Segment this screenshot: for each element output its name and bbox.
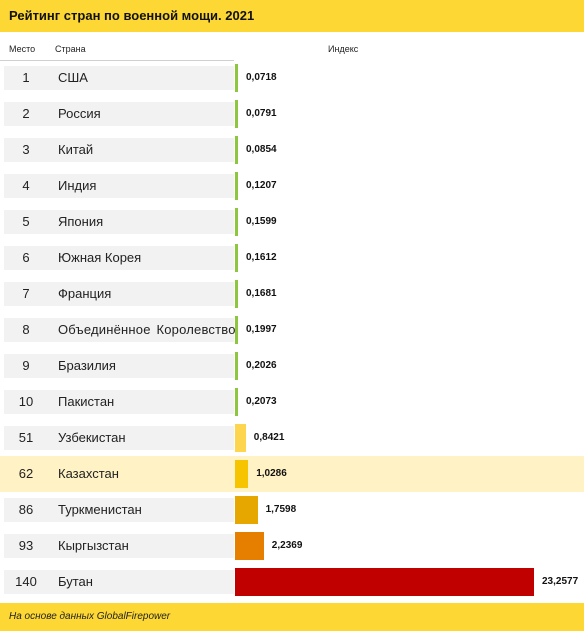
bar xyxy=(235,496,258,524)
country-cell: Пакистан xyxy=(58,394,115,409)
bar-area xyxy=(234,276,584,312)
rank-cell: 7 xyxy=(22,286,30,301)
country-cell: Кыргызстан xyxy=(58,538,129,553)
bar-area xyxy=(234,348,584,384)
rank-cell: 140 xyxy=(15,574,37,589)
data-label: 0,1681 xyxy=(246,288,277,299)
bar xyxy=(235,568,534,596)
rank-cell: 9 xyxy=(22,358,30,373)
rank-cell: 2 xyxy=(22,106,30,121)
table-header: Место Страна Индекс xyxy=(0,38,584,61)
data-label: 0,2026 xyxy=(246,360,277,371)
bar xyxy=(235,172,238,200)
bar xyxy=(235,208,238,236)
rank-cell: 10 xyxy=(18,394,34,409)
column-header-rank: Место xyxy=(9,44,36,54)
bar xyxy=(235,532,264,560)
country-cell: Бразилия xyxy=(58,358,116,373)
data-label: 0,2073 xyxy=(246,396,277,407)
bar xyxy=(235,460,249,488)
table-row: 2 Россия 0,0791 xyxy=(0,96,584,132)
bar-area xyxy=(234,240,584,276)
bar-area xyxy=(234,420,584,456)
table-row: 9 Бразилия 0,2026 xyxy=(0,348,584,384)
table-row: 93 Кыргызстан 2,2369 xyxy=(0,528,584,564)
table-row: 10 Пакистан 0,2073 xyxy=(0,384,584,420)
country-cell: Бутан xyxy=(58,574,93,589)
data-label: 23,2577 xyxy=(542,576,579,587)
bar-area xyxy=(234,168,584,204)
table-row: 6 Южная Корея 0,1612 xyxy=(0,240,584,276)
country-cell: Япония xyxy=(58,214,104,229)
data-label: 0,0718 xyxy=(246,72,277,83)
country-cell: Южная Корея xyxy=(58,250,142,265)
bar-area xyxy=(234,60,584,96)
country-cell: Франция xyxy=(58,286,112,301)
data-label: 2,2369 xyxy=(271,540,303,551)
rank-cell: 4 xyxy=(22,178,30,193)
bar-area xyxy=(234,528,584,564)
country-cell: Узбекистан xyxy=(58,430,126,445)
bar-area xyxy=(234,492,584,528)
table-row: 51 Узбекистан 0,8421 xyxy=(0,420,584,456)
source-note: На основе данных GlobalFirepower xyxy=(0,603,584,631)
table-row: 1 США 0,0718 xyxy=(0,60,584,96)
bar xyxy=(235,352,238,380)
table-row: 62 Казахстан 1,0286 xyxy=(0,456,584,492)
bar-area xyxy=(234,96,584,132)
bar-area xyxy=(234,132,584,168)
data-label: 0,8421 xyxy=(253,432,285,443)
bar xyxy=(235,136,238,164)
rank-cell: 6 xyxy=(22,250,30,265)
bar xyxy=(235,280,238,308)
bar xyxy=(235,424,246,452)
table-row: 86 Туркменистан 1,7598 xyxy=(0,492,584,528)
bar xyxy=(235,64,238,92)
country-cell: Индия xyxy=(58,178,97,193)
data-label: 0,1207 xyxy=(246,180,277,191)
bar-area xyxy=(234,312,584,348)
country-cell: Объединённое Королевство xyxy=(58,322,236,337)
data-label: 0,0854 xyxy=(246,144,277,155)
data-label: 0,0791 xyxy=(246,108,277,119)
country-cell: Китай xyxy=(58,142,94,157)
bar xyxy=(235,316,238,344)
rank-cell: 5 xyxy=(22,214,30,229)
column-header-index: Индекс xyxy=(328,44,359,54)
bar-area xyxy=(234,384,584,420)
country-cell: Россия xyxy=(58,106,101,121)
bar xyxy=(235,244,238,272)
column-header-country: Страна xyxy=(55,44,86,54)
rank-cell: 3 xyxy=(22,142,30,157)
bar xyxy=(235,100,238,128)
data-label: 1,7598 xyxy=(265,504,297,515)
rank-cell: 51 xyxy=(18,430,34,445)
rank-cell: 86 xyxy=(18,502,34,517)
table-row: 8 Объединённое Королевство 0,1997 xyxy=(0,312,584,348)
data-label: 0,1612 xyxy=(246,252,277,263)
chart-title: Рейтинг стран по военной мощи. 2021 xyxy=(0,0,584,32)
table-row: 3 Китай 0,0854 xyxy=(0,132,584,168)
rank-cell: 1 xyxy=(22,70,30,85)
table-row: 7 Франция 0,1681 xyxy=(0,276,584,312)
rank-cell: 93 xyxy=(18,538,34,553)
table-row: 140 Бутан 23,2577 xyxy=(0,564,584,600)
country-cell: Казахстан xyxy=(58,466,119,481)
data-label: 0,1997 xyxy=(246,324,277,335)
rank-cell: 8 xyxy=(22,322,30,337)
data-label: 0,1599 xyxy=(246,216,277,227)
rank-cell: 62 xyxy=(18,466,34,481)
country-cell: Туркменистан xyxy=(58,502,142,517)
bar-area xyxy=(234,204,584,240)
bar xyxy=(235,388,238,416)
table-row: 4 Индия 0,1207 xyxy=(0,168,584,204)
data-label: 1,0286 xyxy=(256,468,287,479)
bar-area xyxy=(234,456,584,492)
table-row: 5 Япония 0,1599 xyxy=(0,204,584,240)
country-cell: США xyxy=(58,70,88,85)
